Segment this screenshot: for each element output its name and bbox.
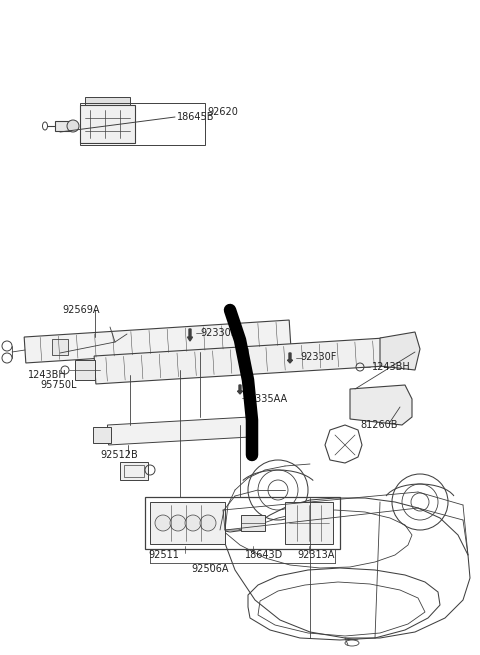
Bar (80, 105, 135, 143)
Bar (55, 121, 73, 131)
Text: 92313A: 92313A (297, 550, 335, 560)
Bar (285, 502, 333, 544)
Circle shape (67, 120, 79, 132)
Text: 92512B: 92512B (100, 450, 138, 460)
Bar (80, 103, 205, 145)
Text: 95750L: 95750L (40, 380, 76, 390)
Text: 92330F: 92330F (300, 352, 336, 362)
Bar (150, 502, 225, 544)
Bar (75, 360, 95, 380)
Text: 92330F: 92330F (200, 328, 236, 338)
Text: 92569A: 92569A (62, 305, 99, 315)
Bar (85, 97, 130, 105)
Polygon shape (24, 320, 291, 363)
Text: 18645B: 18645B (177, 112, 215, 122)
Bar (145, 497, 340, 549)
Text: 1335AA: 1335AA (250, 394, 288, 404)
Circle shape (170, 515, 186, 531)
Bar (52, 339, 68, 355)
Text: 81260B: 81260B (360, 420, 397, 430)
Bar (241, 515, 265, 531)
Polygon shape (350, 385, 412, 425)
Text: 18643D: 18643D (245, 550, 283, 560)
FancyArrow shape (238, 385, 242, 394)
Polygon shape (108, 417, 251, 445)
Text: 92506A: 92506A (191, 564, 229, 574)
Bar (93, 427, 111, 443)
FancyArrow shape (288, 353, 292, 363)
Bar (124, 465, 144, 477)
Polygon shape (380, 332, 420, 370)
Circle shape (200, 515, 216, 531)
Text: 92620: 92620 (207, 107, 238, 117)
Polygon shape (94, 338, 386, 384)
Circle shape (155, 515, 171, 531)
FancyArrow shape (188, 329, 192, 341)
Bar (120, 462, 148, 480)
Text: 1243BH: 1243BH (28, 370, 67, 380)
Text: 1243BH: 1243BH (372, 362, 411, 372)
Circle shape (185, 515, 201, 531)
Text: 92511: 92511 (148, 550, 179, 560)
